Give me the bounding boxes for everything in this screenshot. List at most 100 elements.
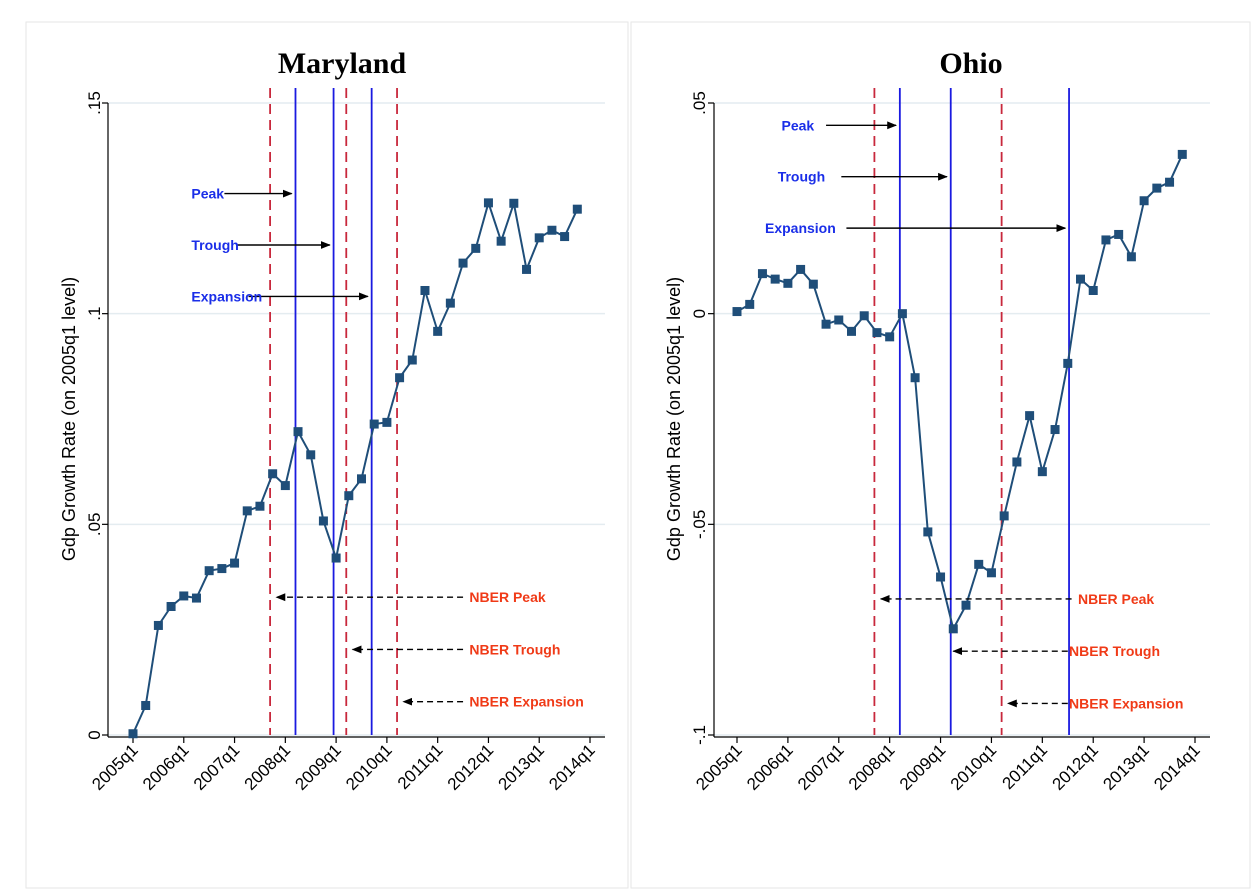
data-point — [1025, 411, 1035, 421]
data-point — [757, 269, 767, 279]
data-point — [834, 315, 844, 325]
data-point — [732, 307, 742, 317]
annotation-label: NBER Expansion — [1069, 695, 1183, 711]
data-point — [961, 600, 971, 610]
data-point — [1101, 235, 1111, 245]
data-point — [382, 417, 392, 427]
data-point — [1126, 252, 1136, 262]
data-point — [547, 225, 557, 235]
data-point — [357, 474, 366, 484]
data-point — [230, 558, 240, 568]
annotation-label: Peak — [191, 186, 224, 202]
data-point — [534, 233, 544, 243]
data-point — [910, 373, 920, 383]
y-axis-label: Gdp Growth Rate (on 2005q1 level) — [59, 277, 79, 561]
data-point — [745, 299, 755, 309]
panel-maryland-background — [25, 21, 629, 889]
data-point — [572, 204, 582, 214]
data-point — [407, 355, 417, 365]
data-point — [204, 566, 214, 576]
data-point — [783, 278, 793, 288]
data-point — [885, 332, 895, 342]
annotation-label: NBER Trough — [1069, 643, 1160, 659]
y-tick-label: .1 — [85, 307, 104, 321]
data-point — [974, 559, 984, 569]
data-point — [560, 232, 570, 242]
y-tick-label: .05 — [690, 91, 709, 115]
data-point — [999, 511, 1009, 521]
annotation-label: NBER Peak — [469, 589, 545, 605]
data-point — [796, 264, 806, 274]
series-line — [132, 199, 579, 735]
annotation-label: NBER Expansion — [469, 694, 583, 710]
data-point — [344, 491, 354, 501]
data-point — [509, 198, 519, 208]
data-point — [318, 516, 328, 526]
y-tick-label: -.05 — [690, 510, 709, 539]
data-point — [923, 527, 933, 537]
annotation-label: Expansion — [191, 288, 262, 304]
data-point — [1139, 196, 1149, 206]
data-point — [872, 328, 882, 338]
data-point — [821, 319, 831, 329]
data-point — [936, 572, 946, 582]
data-point — [306, 450, 316, 460]
data-point — [141, 701, 151, 711]
data-point — [268, 469, 278, 479]
data-point — [280, 481, 290, 491]
data-point — [445, 298, 455, 308]
data-point — [255, 501, 265, 511]
y-axis-label: Gdp Growth Rate (on 2005q1 level) — [664, 277, 684, 561]
chart-title: Ohio — [939, 47, 1002, 80]
data-point — [395, 373, 405, 383]
data-point — [1114, 229, 1124, 239]
data-point — [242, 506, 252, 516]
data-point — [331, 553, 341, 563]
panel-ohio-background — [630, 21, 1251, 889]
data-point — [1088, 285, 1098, 295]
y-tick-label: 0 — [85, 730, 104, 739]
data-point — [522, 264, 532, 274]
data-point — [808, 279, 818, 289]
y-tick-label: 0 — [690, 309, 709, 318]
data-point — [986, 568, 996, 578]
data-point — [191, 593, 201, 603]
data-point — [166, 601, 176, 611]
data-point — [1012, 457, 1022, 467]
data-point — [458, 258, 468, 268]
data-point — [859, 311, 869, 321]
annotation-label: NBER Peak — [1078, 591, 1154, 607]
data-point — [1152, 183, 1162, 193]
annotation-label: Expansion — [765, 220, 836, 236]
data-point — [179, 591, 189, 601]
data-point — [770, 274, 780, 284]
annotation-label: NBER Trough — [469, 641, 560, 657]
data-point — [483, 198, 493, 208]
data-point — [128, 729, 138, 739]
data-point — [948, 624, 958, 634]
data-point — [369, 419, 379, 429]
data-point — [1037, 467, 1047, 477]
data-point — [420, 285, 430, 295]
data-point — [1076, 274, 1085, 284]
data-point — [217, 564, 227, 574]
data-point — [1063, 358, 1073, 368]
data-point — [897, 309, 907, 319]
y-tick-label: .15 — [85, 91, 104, 115]
chart-title: Maryland — [278, 47, 407, 80]
annotation-label: Trough — [778, 169, 825, 185]
data-point — [1165, 177, 1175, 187]
data-point — [1177, 149, 1187, 159]
data-point — [433, 326, 443, 336]
annotation-label: Peak — [782, 117, 815, 133]
annotation-label: Trough — [191, 237, 238, 253]
y-tick-label: -.1 — [690, 725, 709, 745]
data-point — [153, 620, 163, 630]
data-point — [847, 326, 856, 336]
data-point — [293, 427, 303, 437]
data-point — [471, 243, 481, 253]
data-point — [496, 236, 506, 246]
y-tick-label: .05 — [85, 513, 104, 537]
